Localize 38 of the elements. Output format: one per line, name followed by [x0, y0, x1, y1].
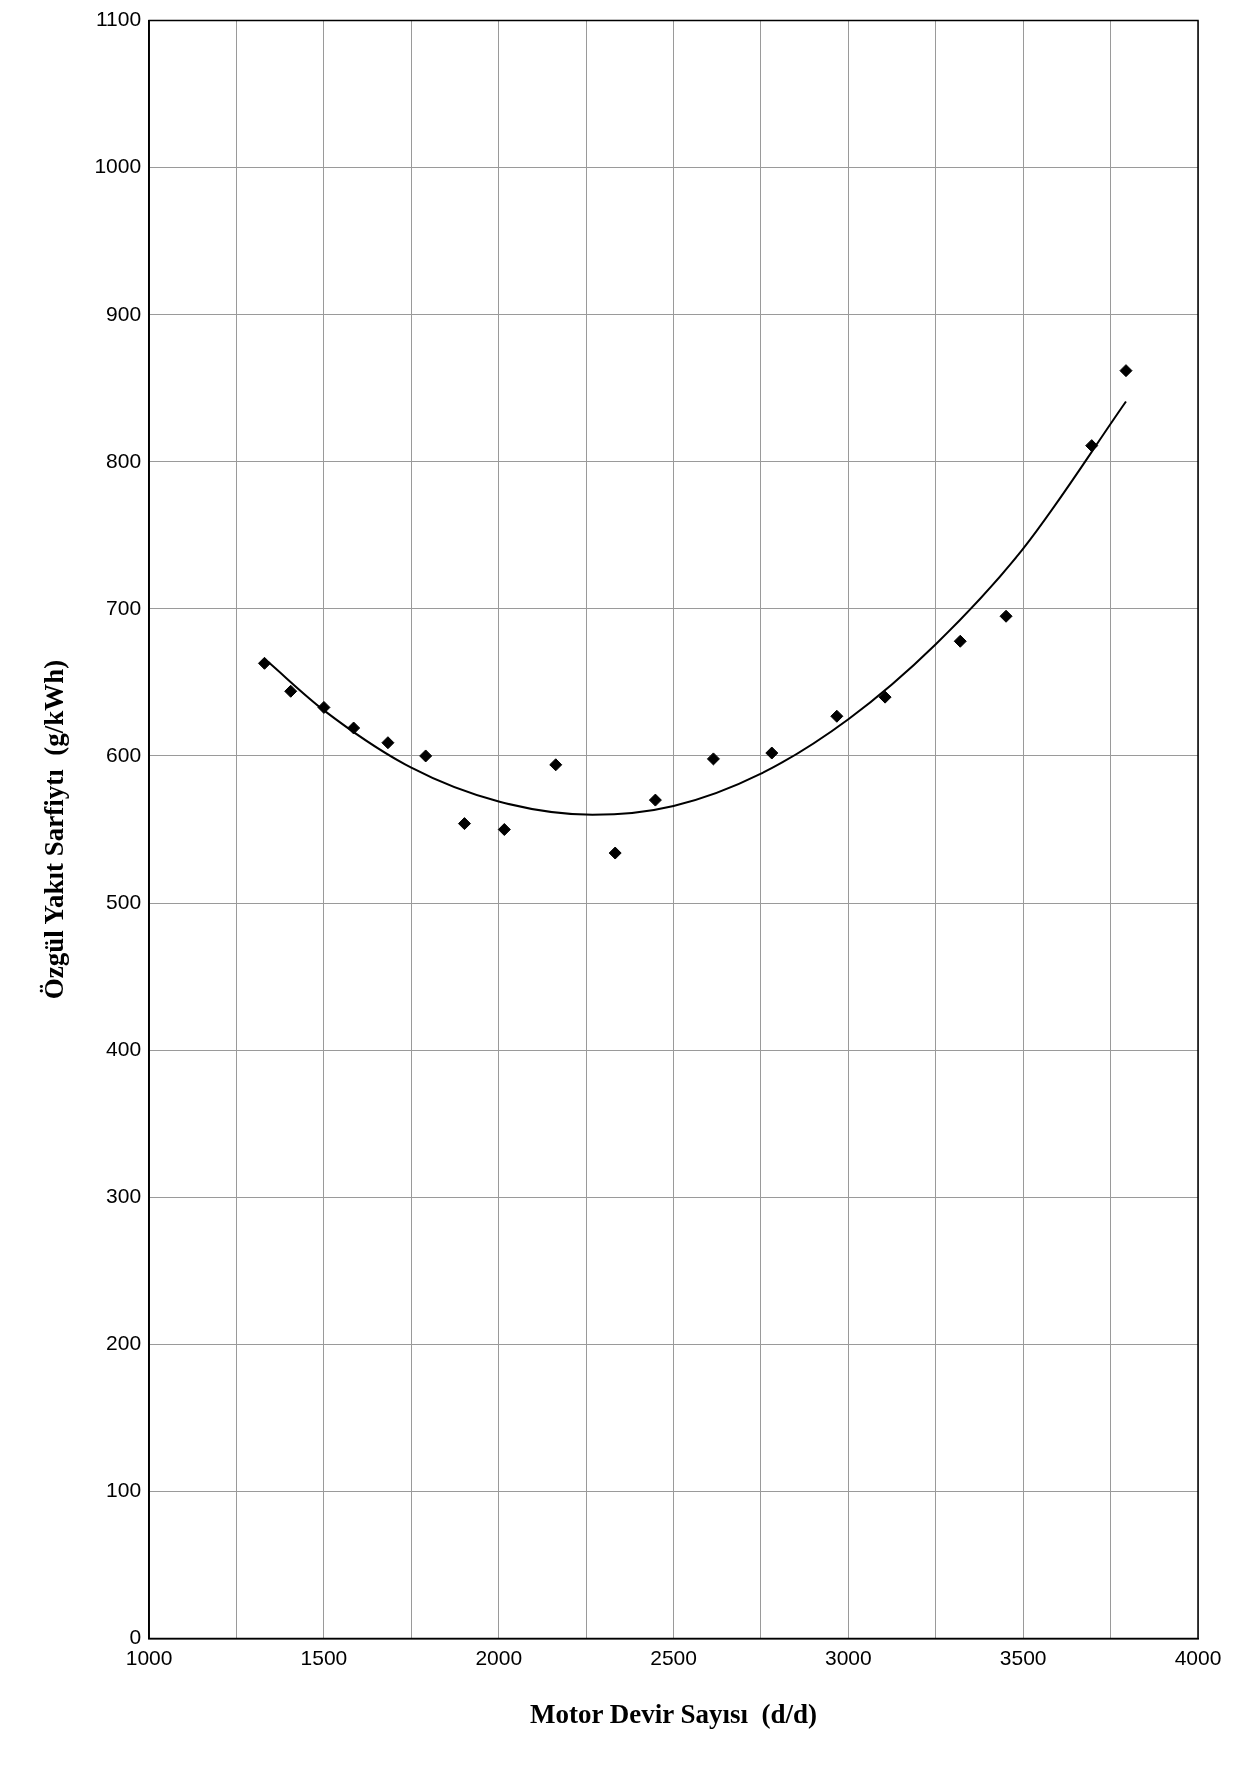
- point: [457, 817, 471, 831]
- point: [497, 823, 511, 836]
- y-tick-label: 400: [106, 1036, 142, 1060]
- point: [648, 793, 662, 807]
- point: [706, 752, 720, 766]
- point: [878, 690, 892, 704]
- point: [1119, 364, 1133, 378]
- x-tick-label: 4000: [1174, 1645, 1222, 1669]
- point: [765, 746, 779, 760]
- y-tick-label: 200: [106, 1331, 142, 1355]
- x-tick-label: 3000: [825, 1645, 872, 1669]
- y-tick-label: 500: [106, 889, 142, 913]
- point: [999, 609, 1013, 623]
- point: [549, 758, 563, 772]
- y-tick-label: 100: [106, 1478, 142, 1502]
- point: [284, 684, 298, 698]
- point: [347, 721, 361, 735]
- y-tick-label: 800: [106, 448, 142, 472]
- y-tick-label: 300: [106, 1183, 142, 1207]
- y-tick-label: 1100: [95, 7, 142, 31]
- x-tick-label: 3500: [999, 1645, 1047, 1669]
- x-tick-label: 1500: [300, 1645, 348, 1669]
- point: [830, 709, 844, 723]
- point: [381, 736, 395, 750]
- y-tick-label: 600: [106, 742, 142, 766]
- point: [317, 700, 331, 714]
- point: [419, 749, 433, 763]
- y-tick-label: 900: [106, 301, 142, 325]
- x-axis-title: Motor Devir Sayısı (d/d): [530, 1698, 818, 1729]
- y-tick-label: 1000: [94, 154, 142, 178]
- x-tick-label: 2000: [475, 1645, 523, 1669]
- x-tick-label: 2500: [650, 1645, 697, 1669]
- point: [1085, 439, 1099, 453]
- y-tick-label: 700: [106, 595, 142, 619]
- point: [257, 656, 271, 670]
- point: [608, 846, 622, 860]
- point: [953, 634, 967, 648]
- y-axis-title: Özgül Yakıt Sarfiytı (g/kWh): [39, 659, 70, 1000]
